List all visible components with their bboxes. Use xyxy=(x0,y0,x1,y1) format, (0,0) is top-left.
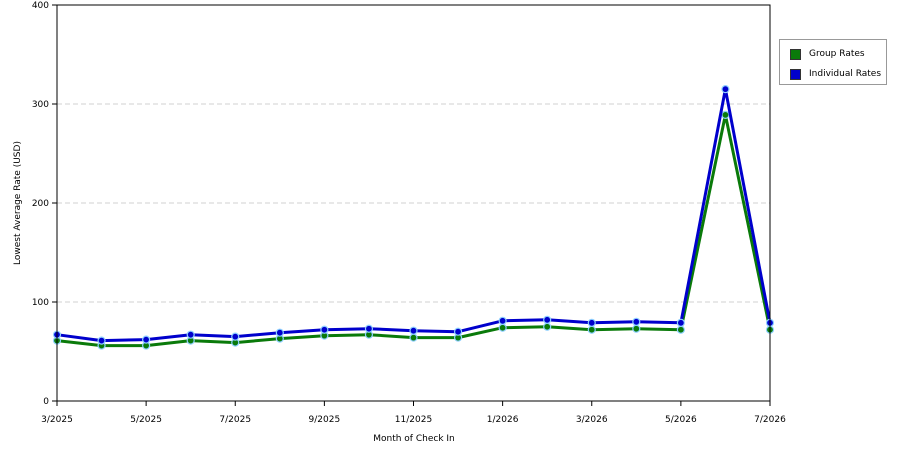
data-point xyxy=(721,85,730,94)
data-point xyxy=(320,325,329,334)
data-point xyxy=(587,325,596,334)
data-point xyxy=(453,327,463,336)
x-axis-title: Month of Check In xyxy=(373,434,455,444)
x-tick-label: 9/2025 xyxy=(309,415,341,425)
data-point xyxy=(543,315,552,324)
data-point xyxy=(498,323,507,332)
series-line xyxy=(56,87,772,343)
data-point xyxy=(676,318,685,327)
data-point xyxy=(587,318,596,327)
data-point xyxy=(409,326,418,335)
data-point xyxy=(721,110,730,119)
series-group-rates xyxy=(52,110,775,350)
legend-label: Individual Rates xyxy=(809,69,882,79)
data-point xyxy=(186,330,195,339)
legend-swatch-group-rates xyxy=(790,48,801,60)
data-point xyxy=(142,335,151,344)
grid-lines xyxy=(57,103,770,303)
y-axis-title: Lowest Average Rate (USD) xyxy=(13,141,23,265)
legend-item-individual-rates: Individual Rates xyxy=(790,67,881,81)
y-tick-label: 0 xyxy=(43,397,49,407)
data-point xyxy=(676,325,685,334)
plot-area-frame xyxy=(56,4,771,402)
data-point xyxy=(498,316,507,325)
y-axis-ticks: 0 100 200 300 400 xyxy=(32,1,57,407)
series-line xyxy=(56,113,772,348)
data-point xyxy=(275,328,284,337)
x-tick-label: 5/2026 xyxy=(665,415,697,425)
series-individual-rates xyxy=(52,85,775,345)
data-point xyxy=(632,317,641,326)
x-tick-label: 7/2025 xyxy=(219,415,251,425)
data-point xyxy=(364,324,374,333)
y-tick-label: 200 xyxy=(32,199,49,209)
x-tick-label: 3/2026 xyxy=(576,415,608,425)
y-tick-label: 100 xyxy=(32,298,49,308)
data-point xyxy=(231,332,240,341)
x-tick-label: 7/2026 xyxy=(754,415,786,425)
x-tick-label: 5/2025 xyxy=(130,415,162,425)
legend: Group Rates Individual Rates xyxy=(779,39,887,85)
data-point xyxy=(632,324,641,333)
data-point xyxy=(409,333,418,342)
x-axis-ticks: 3/2025 5/2025 7/2025 9/2025 11/2025 1/2026 3/2… xyxy=(41,401,786,425)
legend-item-group-rates: Group Rates xyxy=(790,47,865,61)
x-tick-label: 1/2026 xyxy=(487,415,519,425)
legend-swatch-individual-rates xyxy=(790,68,801,80)
y-tick-label: 400 xyxy=(32,1,49,11)
data-point xyxy=(543,322,552,331)
y-tick-label: 300 xyxy=(32,100,49,110)
x-tick-label: 3/2025 xyxy=(41,415,73,425)
legend-label: Group Rates xyxy=(809,49,865,59)
x-tick-label: 11/2025 xyxy=(395,415,432,425)
series-layer xyxy=(52,85,775,350)
data-point xyxy=(97,336,106,345)
